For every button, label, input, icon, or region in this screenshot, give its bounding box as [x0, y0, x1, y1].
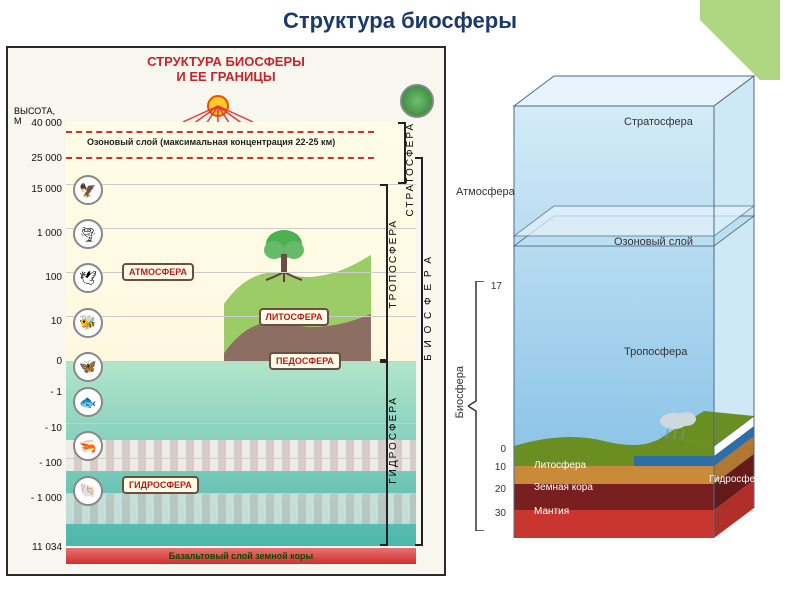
tag-pedosphere: ПЕДОСФЕРА: [269, 352, 341, 370]
label-strato: Стратосфера: [624, 116, 693, 128]
label-crust: Земная кора: [534, 482, 593, 493]
vlabel-strato: СТРАТОСФЕРА: [405, 122, 416, 217]
label-mantle: Мантия: [534, 506, 569, 517]
label-tropo: Тропосфера: [624, 346, 687, 358]
tick: - 1 000: [16, 493, 62, 504]
ozone-label: Озоновый слой (максимальная концентрация…: [87, 137, 335, 147]
left-heading-l1: СТРУКТУРА БИОСФЕРЫ: [8, 54, 444, 69]
tag-hydrosphere: ГИДРОСФЕРА: [122, 476, 199, 494]
ozone-bot-line: [66, 157, 374, 159]
tick: 0: [16, 356, 62, 367]
globe-icon: [400, 84, 434, 118]
tag-atmosphere: АТМОСФЕРА: [122, 263, 194, 281]
label-litho: Литосфера: [534, 460, 586, 471]
organism-icon: 🐝: [73, 308, 103, 338]
label-atmo: Атмосфера: [456, 186, 515, 198]
bio-bracket: [468, 281, 488, 531]
organism-icon: 🦅: [73, 175, 103, 205]
tick: - 100: [16, 458, 62, 469]
organism-icon: 🐚: [73, 476, 103, 506]
label-bio: Биосфера: [454, 366, 466, 418]
tree-icon: [262, 228, 306, 287]
vlabel-tropo: ТРОПОСФЕРА: [388, 219, 399, 308]
label-hydro: Гидросфера: [709, 474, 766, 485]
organism-icon: 🐟: [73, 387, 103, 417]
sediment-layer2: [66, 493, 416, 524]
left-heading-l2: И ЕЕ ГРАНИЦЫ: [8, 69, 444, 84]
left-diagram: СТРУКТУРА БИОСФЕРЫ И ЕЕ ГРАНИЦЫ ВЫСОТА, …: [6, 46, 446, 576]
organism-icon: 🦋: [73, 352, 103, 382]
tick: 15 000: [16, 184, 62, 195]
tag-lithosphere: ЛИТОСФЕРА: [259, 308, 330, 326]
tick: - 1: [16, 387, 62, 398]
tick: - 10: [16, 423, 62, 434]
vlabel-hydro: ГИДРОСФЕРА: [388, 396, 399, 484]
tick: 40 000: [16, 118, 62, 129]
right-diagram: Стратосфера Атмосфера Озоновый слой Троп…: [454, 46, 784, 576]
tick: 1 000: [16, 228, 62, 239]
tick: 100: [16, 272, 62, 283]
tick: 10: [16, 316, 62, 327]
page-title: Структура биосферы: [0, 0, 800, 46]
basalt-strip: Базальтовый слой земной коры: [66, 548, 416, 564]
left-heading: СТРУКТУРА БИОСФЕРЫ И ЕЕ ГРАНИЦЫ: [8, 48, 444, 86]
sediment-layer1: [66, 440, 416, 471]
ozone-top-line: [66, 131, 374, 133]
vlabel-bio: Б И О С Ф Е Р А: [423, 255, 434, 361]
label-ozone: Озоновый слой: [614, 236, 693, 248]
left-grid: Базальтовый слой земной коры Озоновый сл…: [66, 122, 416, 564]
tick: 11 034: [16, 542, 62, 553]
tick: 25 000: [16, 153, 62, 164]
